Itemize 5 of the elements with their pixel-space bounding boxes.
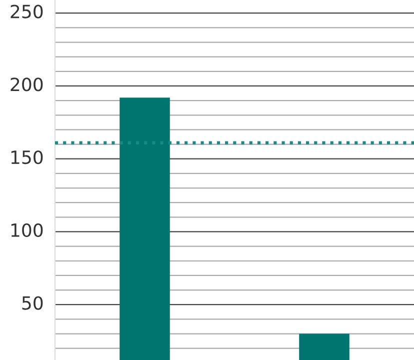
y-tick-label: 50 xyxy=(22,296,43,310)
y-tick-label: 150 xyxy=(11,150,43,164)
y-tick-label: 200 xyxy=(10,78,43,92)
y-tick-label: 100 xyxy=(11,223,43,237)
y-tick-label: 250 xyxy=(10,4,43,18)
